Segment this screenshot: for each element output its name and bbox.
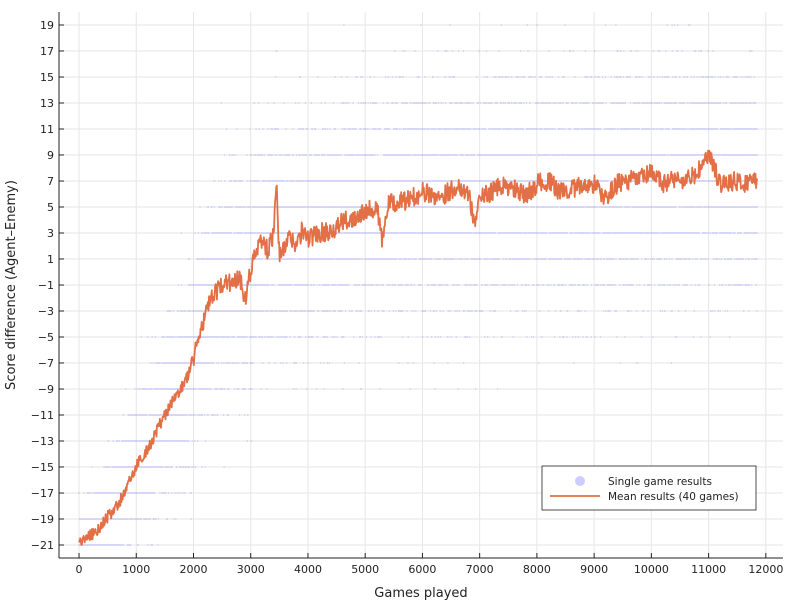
legend-label-single-game: Single game results bbox=[608, 476, 712, 488]
x-tick-label: 4000 bbox=[294, 563, 322, 576]
y-tick-label: −15 bbox=[31, 461, 54, 474]
y-tick-label: −19 bbox=[31, 513, 54, 526]
x-tick-label: 11000 bbox=[691, 563, 726, 576]
y-tick-label: 17 bbox=[40, 45, 54, 58]
mean-line-group bbox=[78, 149, 759, 546]
legend-marker-single-game bbox=[575, 476, 585, 486]
y-tick-label: 9 bbox=[47, 149, 54, 162]
x-tick-label: 12000 bbox=[748, 563, 783, 576]
x-tick-label: 7000 bbox=[466, 563, 494, 576]
y-tick-label: −13 bbox=[31, 435, 54, 448]
y-tick-label: 11 bbox=[40, 123, 54, 136]
y-tick-label: 13 bbox=[40, 97, 54, 110]
x-axis-ticks: 0 1000 2000 3000 4000 5000 6000 7000 8000 9000 100… bbox=[76, 553, 783, 576]
y-axis-title: Score difference (Agent–Enemy) bbox=[4, 180, 19, 390]
grid bbox=[59, 12, 783, 558]
y-tick-label: −7 bbox=[38, 357, 54, 370]
x-tick-label: 1000 bbox=[122, 563, 150, 576]
y-tick-label: 7 bbox=[47, 175, 54, 188]
x-tick-label: 2000 bbox=[179, 563, 207, 576]
y-tick-label: −9 bbox=[38, 383, 54, 396]
y-tick-label: 19 bbox=[40, 19, 54, 32]
y-tick-label: −11 bbox=[31, 409, 54, 422]
y-tick-label: −3 bbox=[38, 305, 54, 318]
x-tick-label: 0 bbox=[76, 563, 83, 576]
x-tick-label: 9000 bbox=[580, 563, 608, 576]
x-tick-label: 5000 bbox=[351, 563, 379, 576]
y-tick-label: 15 bbox=[40, 71, 54, 84]
y-tick-label: 3 bbox=[47, 227, 54, 240]
x-tick-label: 10000 bbox=[634, 563, 669, 576]
legend: Single game results Mean results (40 gam… bbox=[541, 465, 757, 511]
y-tick-label: −1 bbox=[38, 279, 54, 292]
x-tick-label: 8000 bbox=[523, 563, 551, 576]
x-axis-title: Games played bbox=[374, 586, 467, 600]
scatter-points-single-game bbox=[78, 24, 758, 546]
y-tick-label: −21 bbox=[31, 539, 54, 552]
y-tick-label: −17 bbox=[31, 487, 54, 500]
x-tick-label: 3000 bbox=[237, 563, 265, 576]
x-tick-label: 6000 bbox=[408, 563, 436, 576]
y-tick-label: 1 bbox=[47, 253, 54, 266]
series-line-mean-results bbox=[78, 149, 759, 546]
y-tick-label: −5 bbox=[38, 331, 54, 344]
legend-label-mean-results: Mean results (40 games) bbox=[608, 491, 739, 503]
y-axis-ticks: −21−19−17−15−13−11−9−7−5−3−1135791113151… bbox=[31, 19, 64, 552]
y-tick-label: 5 bbox=[47, 201, 54, 214]
legend-box bbox=[541, 465, 757, 511]
scatter-points bbox=[78, 24, 758, 546]
